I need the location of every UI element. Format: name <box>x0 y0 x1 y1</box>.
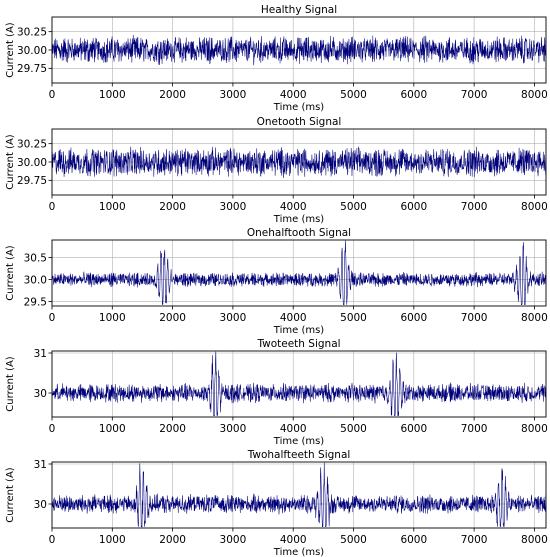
x-tick-label: 2000 <box>159 201 186 213</box>
x-tick-label: 3000 <box>220 201 247 213</box>
y-tick-label: 31 <box>34 348 47 360</box>
y-tick-label: 30.00 <box>17 157 47 169</box>
x-tick-label: 2000 <box>159 423 186 435</box>
signal-line <box>51 462 547 528</box>
x-tick-label: 2000 <box>159 534 186 546</box>
chart-title: Healthy Signal <box>261 4 337 16</box>
chart-title: Onehalftooth Signal <box>247 227 351 239</box>
x-tick-label: 0 <box>49 89 56 101</box>
y-axis-label: Current (A) <box>5 356 16 411</box>
x-tick-label: 4000 <box>280 89 307 101</box>
x-tick-label: 3000 <box>220 423 247 435</box>
x-tick-label: 6000 <box>400 312 427 324</box>
y-tick-label: 29.75 <box>17 63 47 75</box>
x-tick-label: 1000 <box>99 312 126 324</box>
y-tick-label: 30.0 <box>24 274 47 286</box>
x-tick-label: 0 <box>49 534 56 546</box>
x-tick-label: 8000 <box>521 423 548 435</box>
plot-frame <box>51 350 547 418</box>
x-tick-label: 5000 <box>340 89 367 101</box>
x-axis-label: Time (ms) <box>273 325 325 336</box>
chart-title: Twohalfteeth Signal <box>247 449 351 461</box>
x-tick-label: 4000 <box>280 423 307 435</box>
x-tick-label: 6000 <box>400 89 427 101</box>
y-tick-label: 30 <box>34 388 47 400</box>
x-tick-label: 7000 <box>461 312 488 324</box>
chart-panel-3: 0 1000 2000 3000 4000 5000 6000 7000 8000 29.5 30.… <box>5 227 548 336</box>
plot-frame <box>51 461 547 529</box>
x-axis-label: Time (ms) <box>273 214 325 225</box>
y-axis-label: Current (A) <box>5 467 16 522</box>
x-tick-label: 1000 <box>99 423 126 435</box>
chart-title: Twoteeth Signal <box>256 338 340 350</box>
x-axis-label: Time (ms) <box>273 102 325 113</box>
signal-line <box>51 34 547 66</box>
x-tick-label: 4000 <box>280 312 307 324</box>
x-tick-label: 7000 <box>461 423 488 435</box>
x-tick-label: 8000 <box>521 312 548 324</box>
chart-panel-2: 0 1000 2000 3000 4000 5000 6000 7000 8000 29.75 30… <box>5 116 548 225</box>
chart-title: Onetooth Signal <box>257 116 342 128</box>
x-tick-label: 1000 <box>99 534 126 546</box>
x-tick-label: 3000 <box>220 312 247 324</box>
x-tick-label: 7000 <box>461 89 488 101</box>
x-tick-label: 2000 <box>159 312 186 324</box>
x-tick-label: 4000 <box>280 201 307 213</box>
x-tick-label: 5000 <box>340 201 367 213</box>
x-axis-label: Time (ms) <box>273 547 325 557</box>
x-tick-label: 3000 <box>220 89 247 101</box>
x-tick-label: 6000 <box>400 423 427 435</box>
y-tick-label: 30 <box>34 499 47 511</box>
x-tick-label: 1000 <box>99 89 126 101</box>
x-tick-label: 4000 <box>280 534 307 546</box>
y-tick-label: 30.25 <box>17 26 47 38</box>
chart-panel-4: 0 1000 2000 3000 4000 5000 6000 7000 8000 30 31 Two… <box>5 338 548 447</box>
y-axis-label: Current (A) <box>5 22 16 77</box>
x-tick-label: 6000 <box>400 201 427 213</box>
y-axis-label: Current (A) <box>5 134 16 189</box>
x-tick-label: 0 <box>49 312 56 324</box>
x-tick-label: 8000 <box>521 201 548 213</box>
x-tick-label: 5000 <box>340 312 367 324</box>
x-axis-label: Time (ms) <box>273 436 325 447</box>
plot-frame <box>51 239 547 307</box>
y-axis-label: Current (A) <box>5 245 16 300</box>
x-tick-label: 7000 <box>461 534 488 546</box>
x-tick-label: 3000 <box>220 534 247 546</box>
x-tick-label: 6000 <box>400 534 427 546</box>
signal-line <box>51 351 547 416</box>
x-tick-label: 7000 <box>461 201 488 213</box>
x-tick-label: 2000 <box>159 89 186 101</box>
x-tick-label: 8000 <box>521 89 548 101</box>
y-tick-label: 29.5 <box>24 296 47 308</box>
y-tick-label: 30.5 <box>24 252 47 264</box>
y-tick-label: 30.00 <box>17 45 47 57</box>
x-tick-label: 8000 <box>521 534 548 546</box>
x-tick-label: 5000 <box>340 534 367 546</box>
x-tick-label: 0 <box>49 201 56 213</box>
signal-line <box>51 240 547 305</box>
chart-panel-1: 0 1000 2000 3000 4000 5000 6000 7000 8000 29.75 30… <box>5 4 548 113</box>
y-tick-label: 30.25 <box>17 138 47 150</box>
x-tick-label: 5000 <box>340 423 367 435</box>
y-tick-label: 29.75 <box>17 175 47 187</box>
x-tick-label: 1000 <box>99 201 126 213</box>
signal-line <box>51 146 547 178</box>
y-tick-label: 31 <box>34 459 47 471</box>
x-tick-label: 0 <box>49 423 56 435</box>
chart-panel-5: 0 1000 2000 3000 4000 5000 6000 7000 8000 30 31 Two… <box>5 449 548 557</box>
